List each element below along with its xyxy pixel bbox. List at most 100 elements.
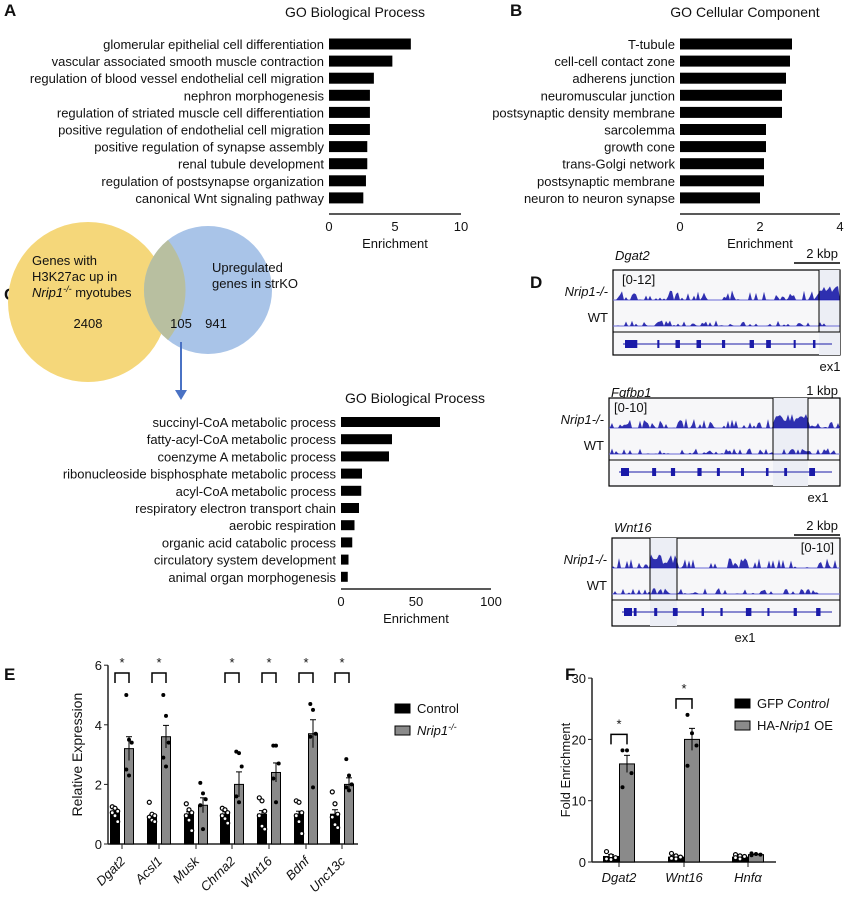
exon bbox=[812, 340, 816, 348]
panel-label-f: F bbox=[565, 665, 575, 684]
exon bbox=[633, 608, 637, 616]
data-point bbox=[332, 801, 338, 807]
hbar-chart-c: GO Biological Process succinyl-CoA metabo… bbox=[63, 390, 502, 626]
exon bbox=[765, 468, 769, 476]
data-point bbox=[259, 823, 265, 829]
significance-star: * bbox=[119, 655, 124, 670]
data-point bbox=[186, 807, 192, 813]
legend-label-pre: HA- bbox=[757, 718, 779, 733]
bar bbox=[680, 158, 764, 170]
data-point bbox=[262, 826, 268, 832]
legend-swatch bbox=[394, 703, 411, 714]
bar bbox=[329, 106, 370, 118]
category-label: positive regulation of synapse assembly bbox=[94, 140, 324, 155]
bar bbox=[329, 158, 368, 170]
bar bbox=[680, 38, 792, 50]
data-point bbox=[625, 748, 629, 753]
bar-treatment bbox=[271, 771, 281, 845]
data-point bbox=[274, 743, 278, 748]
data-point bbox=[344, 785, 349, 790]
data-point bbox=[115, 819, 121, 825]
bar bbox=[680, 55, 790, 67]
category-label: acyl-CoA metabolic process bbox=[176, 484, 337, 499]
genome-track-fgfbp1: Fgfbp1 1 kbp Nrip1-/- WT [0-10] ex1 bbox=[561, 383, 841, 505]
y-tick-label: 0 bbox=[95, 837, 102, 852]
data-point bbox=[189, 810, 195, 816]
x-tick-label: 5 bbox=[391, 219, 398, 234]
data-point bbox=[222, 807, 228, 813]
arrow-down-icon bbox=[175, 390, 187, 400]
data-point bbox=[115, 808, 121, 814]
significance-bracket bbox=[610, 733, 628, 745]
track-box bbox=[612, 269, 841, 356]
significance-star: * bbox=[266, 655, 271, 670]
category-label: neuromuscular junction bbox=[541, 88, 675, 103]
category-label: succinyl-CoA metabolic process bbox=[152, 415, 336, 430]
y-axis-label: Relative Expression bbox=[69, 693, 85, 817]
data-point bbox=[308, 701, 313, 706]
category-label: Chrna2 bbox=[197, 853, 238, 894]
significance-star: * bbox=[156, 655, 161, 670]
bar bbox=[341, 537, 353, 548]
significance-bracket bbox=[151, 672, 167, 683]
category-label: ribonucleoside bisphosphate metabolic pr… bbox=[63, 467, 337, 482]
category-label: regulation of striated muscle cell diffe… bbox=[57, 105, 324, 120]
row-label: WT bbox=[587, 578, 607, 593]
data-point bbox=[299, 830, 305, 837]
x-tick-label: 50 bbox=[409, 594, 423, 609]
exon bbox=[720, 608, 723, 616]
highlight-region bbox=[819, 270, 840, 355]
data-point bbox=[124, 767, 129, 772]
data-point bbox=[603, 848, 610, 855]
y-tick-label: 10 bbox=[572, 794, 586, 809]
exon bbox=[633, 340, 638, 348]
data-point bbox=[152, 813, 158, 819]
exon bbox=[749, 340, 754, 348]
venn-left-label-2: H3K27ac up in bbox=[32, 269, 117, 284]
legend-label: Control bbox=[417, 701, 459, 716]
venn-left-label-3: Nrip1-/- myotubes bbox=[32, 284, 132, 300]
y-tick-label: 0 bbox=[579, 855, 586, 870]
data-point bbox=[256, 795, 262, 801]
highlight-region bbox=[773, 398, 808, 486]
data-point bbox=[293, 813, 299, 819]
row-label: Nrip1-/- bbox=[561, 412, 605, 427]
exon bbox=[793, 608, 797, 616]
signal-track bbox=[609, 448, 840, 454]
data-point bbox=[112, 805, 118, 811]
bar bbox=[680, 175, 764, 187]
category-label: Unc13c bbox=[306, 853, 348, 895]
data-point bbox=[237, 800, 241, 805]
category-label: Hnfα bbox=[734, 870, 762, 885]
data-point bbox=[222, 816, 228, 822]
data-point bbox=[690, 731, 694, 736]
panel-label-a: A bbox=[4, 1, 16, 20]
bar bbox=[680, 72, 786, 84]
data-point bbox=[603, 856, 610, 862]
exon bbox=[767, 608, 770, 616]
legend-label-main: Nrip1 bbox=[417, 723, 448, 738]
venn-diagram: Genes with H3K27ac up in Nrip1-/- myotub… bbox=[8, 222, 298, 400]
legend-swatch bbox=[734, 720, 751, 731]
hbar-chart-b: GO Cellular Component T-tubule cell-cell c… bbox=[492, 4, 843, 251]
data-point bbox=[112, 813, 118, 819]
venn-overlap bbox=[143, 240, 186, 340]
data-point bbox=[608, 856, 614, 863]
category-label: cell-cell contact zone bbox=[554, 54, 675, 69]
exon bbox=[697, 468, 702, 476]
panel-label-d: D bbox=[530, 273, 542, 292]
data-point bbox=[129, 740, 134, 745]
significance-star: * bbox=[681, 681, 686, 696]
exon bbox=[740, 468, 745, 476]
legend-label-post: OE bbox=[810, 718, 833, 733]
data-point bbox=[256, 813, 262, 819]
data-point bbox=[127, 737, 131, 742]
exon bbox=[784, 468, 788, 476]
legend-label-sup: -/- bbox=[448, 722, 457, 732]
bar bbox=[680, 89, 782, 101]
x-tick-label: 0 bbox=[325, 219, 332, 234]
bar bbox=[329, 89, 370, 101]
data-point bbox=[198, 780, 203, 785]
exon bbox=[621, 468, 629, 476]
bar bbox=[341, 520, 355, 531]
